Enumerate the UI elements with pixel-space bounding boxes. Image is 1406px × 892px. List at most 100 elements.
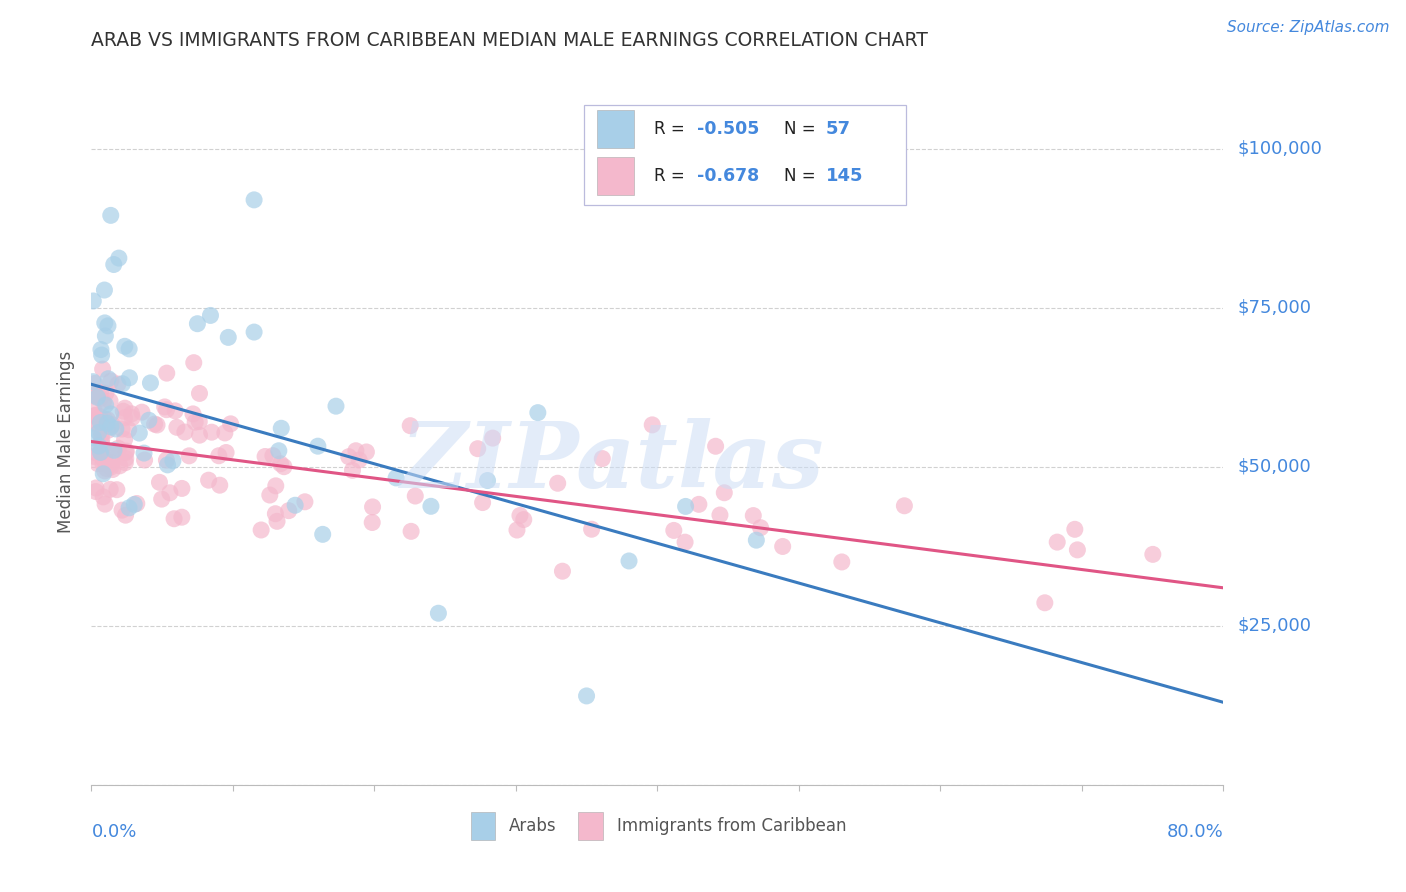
Point [184,415,207,429]
Point [90,445,112,459]
Point [673,535,696,549]
Point [481,431,503,445]
Point [108,458,131,473]
Point [307,439,329,453]
Point [84,446,107,460]
Point [1046,535,1069,549]
Point [270,457,292,471]
Point [179,449,201,463]
Point [94,398,117,412]
Point [186,317,208,331]
Point [94,451,117,466]
Point [98,483,121,497]
Point [114,456,136,470]
Point [513,512,536,526]
Text: ARAB VS IMMIGRANTS FROM CARIBBEAN MEDIAN MALE EARNINGS CORRELATION CHART: ARAB VS IMMIGRANTS FROM CARIBBEAN MEDIAN… [91,31,928,50]
Point [547,476,569,491]
Point [188,428,211,442]
Point [208,478,231,492]
Text: $100,000: $100,000 [1237,140,1322,158]
Point [108,251,131,265]
Point [385,471,408,485]
Point [91,362,114,376]
Point [89,423,111,437]
Text: Source: ZipAtlas.com: Source: ZipAtlas.com [1226,20,1389,35]
Point [273,459,295,474]
Point [294,495,316,509]
Text: ZIPatlas: ZIPatlas [401,417,824,507]
Point [356,445,378,459]
Point [1033,596,1056,610]
Point [197,473,219,487]
Point [105,483,128,497]
Point [90,440,112,454]
Point [312,527,335,541]
Point [132,446,155,460]
Point [1066,542,1088,557]
Point [100,460,122,475]
Point [128,426,150,441]
Point [150,492,173,507]
Point [94,316,117,330]
Text: 145: 145 [825,167,863,185]
Point [214,425,236,440]
Point [112,404,135,418]
Point [675,500,697,514]
Point [266,514,288,528]
Point [83,376,105,391]
Point [83,409,105,423]
Y-axis label: Median Male Earnings: Median Male Earnings [58,351,76,533]
FancyBboxPatch shape [583,105,907,204]
Point [138,413,160,427]
Point [139,376,162,390]
Point [114,433,136,447]
Text: -0.505: -0.505 [697,120,759,138]
Point [181,407,204,421]
Point [90,392,112,406]
Point [264,507,287,521]
Point [84,409,107,423]
Point [264,479,287,493]
Point [893,499,915,513]
Point [215,445,238,459]
Point [114,339,136,353]
Point [101,462,124,476]
Point [114,508,136,523]
Point [243,325,266,339]
Text: N =: N = [785,167,821,185]
Point [90,435,112,450]
Text: Arabs: Arabs [509,817,557,835]
Point [155,453,177,467]
Point [97,423,120,437]
Point [267,443,290,458]
Point [100,374,122,388]
Point [103,447,125,461]
Point [125,496,148,510]
Point [111,422,134,436]
Point [91,457,114,471]
Point [153,400,176,414]
Text: Immigrants from Caribbean: Immigrants from Caribbean [617,817,846,835]
Point [284,498,307,512]
Text: R =: R = [654,167,690,185]
Point [617,554,640,568]
Point [93,464,115,478]
Point [1063,522,1085,536]
Point [219,417,242,431]
Text: -0.678: -0.678 [697,167,759,185]
Point [101,417,124,432]
Point [200,309,222,323]
Text: $50,000: $50,000 [1237,458,1310,476]
Point [170,482,193,496]
Point [118,371,141,385]
Point [188,415,211,429]
Point [146,417,169,432]
Text: $75,000: $75,000 [1237,299,1312,317]
Point [419,500,441,514]
Point [118,500,141,515]
Point [114,445,136,459]
Text: 80.0%: 80.0% [1167,822,1223,841]
FancyBboxPatch shape [578,813,603,840]
Point [94,497,117,511]
Point [90,429,112,443]
